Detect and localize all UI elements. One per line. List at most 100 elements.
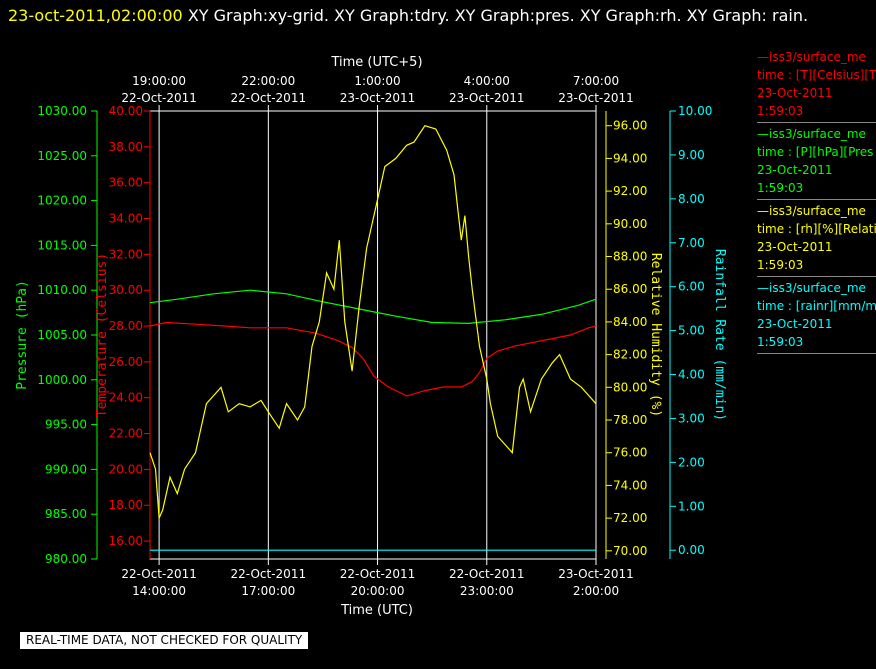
pressure-series-line bbox=[149, 289, 597, 325]
pressure-tick-label: 985.00 bbox=[45, 507, 87, 521]
x-bottom-tick-time: 23:00:00 bbox=[460, 584, 514, 598]
rain-axis-title: Rainfall Rate (mm/min) bbox=[712, 249, 727, 421]
x-bottom-tick-time: 17:00:00 bbox=[241, 584, 295, 598]
legend-line1: —iss3/surface_me bbox=[757, 204, 866, 218]
legend-line2: time : [rh][%][Relati bbox=[757, 222, 876, 236]
legend-entry: —iss3/surface_me time : [rainr][mm/mi 23-O… bbox=[757, 279, 876, 354]
rain-tick-label: 0.00 bbox=[678, 543, 705, 557]
x-top-tick-date: 23-Oct-2011 bbox=[449, 91, 525, 105]
legend-line3: 23-Oct-2011 bbox=[757, 240, 833, 254]
x-bottom-tick-time: 14:00:00 bbox=[132, 584, 186, 598]
title-text: XY Graph:xy-grid. XY Graph:tdry. XY Grap… bbox=[187, 6, 809, 25]
legend-line3: 23-Oct-2011 bbox=[757, 163, 833, 177]
pressure-tick-label: 1025.00 bbox=[37, 149, 87, 163]
temperature-tick-label: 26.00 bbox=[109, 355, 143, 369]
x-top-tick-date: 23-Oct-2011 bbox=[340, 91, 416, 105]
temperature-tick-label: 36.00 bbox=[109, 176, 143, 190]
plot-frame bbox=[149, 110, 597, 560]
humidity-tick-label: 80.00 bbox=[613, 380, 647, 394]
page-title: 23-oct-2011,02:00:00 XY Graph:xy-grid. X… bbox=[8, 2, 848, 30]
grid bbox=[149, 110, 597, 560]
series bbox=[149, 124, 597, 551]
rain-tick-label: 6.00 bbox=[678, 280, 705, 294]
humidity-tick-label: 84.00 bbox=[613, 315, 647, 329]
temperature-tick-label: 18.00 bbox=[109, 498, 143, 512]
rain-tick-label: 2.00 bbox=[678, 455, 705, 469]
humidity-tick-label: 90.00 bbox=[613, 217, 647, 231]
temperature-axis-title: Temperature (Celsius) bbox=[95, 253, 110, 417]
x-bottom-tick-time: 2:00:00 bbox=[573, 584, 619, 598]
pressure-tick-label: 1005.00 bbox=[37, 328, 87, 342]
rain-tick-label: 4.00 bbox=[678, 368, 705, 382]
rain-tick-label: 1.00 bbox=[678, 499, 705, 513]
temperature-tick-label: 16.00 bbox=[109, 534, 143, 548]
x-top-tick-date: 22-Oct-2011 bbox=[231, 91, 307, 105]
pressure-tick-label: 1030.00 bbox=[37, 104, 87, 118]
humidity-tick-label: 92.00 bbox=[613, 184, 647, 198]
temperature-series-line bbox=[149, 321, 597, 397]
legend-line2: time : [rainr][mm/mi bbox=[757, 299, 876, 313]
humidity-tick-label: 76.00 bbox=[613, 446, 647, 460]
temperature-tick-label: 24.00 bbox=[109, 391, 143, 405]
legend-line4: 1:59:03 bbox=[757, 104, 804, 118]
legend-line3: 23-Oct-2011 bbox=[757, 317, 833, 331]
x-top-tick-time: 19:00:00 bbox=[132, 74, 186, 88]
x-top-tick-time: 7:00:00 bbox=[573, 74, 619, 88]
temperature-tick-label: 22.00 bbox=[109, 427, 143, 441]
humidity-tick-label: 88.00 bbox=[613, 250, 647, 264]
temperature-tick-label: 34.00 bbox=[109, 212, 143, 226]
temperature-tick-label: 30.00 bbox=[109, 283, 143, 297]
humidity-tick-label: 94.00 bbox=[613, 151, 647, 165]
x-top-tick-time: 22:00:00 bbox=[241, 74, 295, 88]
humidity-tick-label: 72.00 bbox=[613, 511, 647, 525]
pressure-tick-label: 1015.00 bbox=[37, 238, 87, 252]
humidity-series-line bbox=[149, 124, 597, 519]
top-axis-title: Time (UTC+5) bbox=[330, 55, 422, 70]
legend-line2: time : [T][Celsius][T bbox=[757, 68, 876, 82]
humidity-tick-label: 70.00 bbox=[613, 544, 647, 558]
humidity-tick-label: 86.00 bbox=[613, 282, 647, 296]
x-bottom-tick-date: 22-Oct-2011 bbox=[231, 567, 307, 581]
legend-line3: 23-Oct-2011 bbox=[757, 86, 833, 100]
x-bottom-tick-date: 22-Oct-2011 bbox=[340, 567, 416, 581]
legend-line2: time : [P][hPa][Pres bbox=[757, 145, 874, 159]
legend-line1: —iss3/surface_me bbox=[757, 127, 866, 141]
pressure-tick-label: 1020.00 bbox=[37, 194, 87, 208]
temperature-tick-label: 20.00 bbox=[109, 462, 143, 476]
pressure-tick-label: 1000.00 bbox=[37, 373, 87, 387]
x-bottom-tick-date: 23-Oct-2011 bbox=[558, 567, 634, 581]
legend-line4: 1:59:03 bbox=[757, 258, 804, 272]
humidity-tick-label: 82.00 bbox=[613, 348, 647, 362]
rain-tick-label: 10.00 bbox=[678, 104, 712, 118]
title-timestamp: 23-oct-2011,02:00:00 bbox=[8, 6, 183, 25]
x-top-tick-date: 22-Oct-2011 bbox=[121, 91, 197, 105]
pressure-tick-label: 1010.00 bbox=[37, 283, 87, 297]
x-bottom-tick-time: 20:00:00 bbox=[351, 584, 405, 598]
rain-tick-label: 7.00 bbox=[678, 236, 705, 250]
humidity-tick-label: 78.00 bbox=[613, 413, 647, 427]
x-top-tick-time: 4:00:00 bbox=[464, 74, 510, 88]
x-top-tick-date: 23-Oct-2011 bbox=[558, 91, 634, 105]
pressure-tick-label: 995.00 bbox=[45, 418, 87, 432]
rain-tick-label: 5.00 bbox=[678, 324, 705, 338]
legend-line1: —iss3/surface_me bbox=[757, 50, 866, 64]
x-bottom-tick-date: 22-Oct-2011 bbox=[449, 567, 525, 581]
temperature-tick-label: 28.00 bbox=[109, 319, 143, 333]
pressure-tick-label: 990.00 bbox=[45, 462, 87, 476]
x-bottom-tick-date: 22-Oct-2011 bbox=[121, 567, 197, 581]
rain-tick-label: 3.00 bbox=[678, 411, 705, 425]
rain-tick-label: 8.00 bbox=[678, 192, 705, 206]
humidity-axis-title: Relative Humidity (%) bbox=[648, 253, 663, 417]
legend: —iss3/surface_me time : [T][Celsius][T 23-… bbox=[757, 48, 876, 356]
humidity-tick-label: 96.00 bbox=[613, 119, 647, 133]
temperature-tick-label: 32.00 bbox=[109, 247, 143, 261]
x-top-tick-time: 1:00:00 bbox=[354, 74, 400, 88]
axes: 22-Oct-2011 14:00:00 22-Oct-2011 17:00:00 22… bbox=[15, 74, 727, 598]
temperature-tick-label: 40.00 bbox=[109, 104, 143, 118]
legend-line4: 1:59:03 bbox=[757, 181, 804, 195]
quality-notice: REAL-TIME DATA, NOT CHECKED FOR QUALITY bbox=[20, 632, 309, 649]
